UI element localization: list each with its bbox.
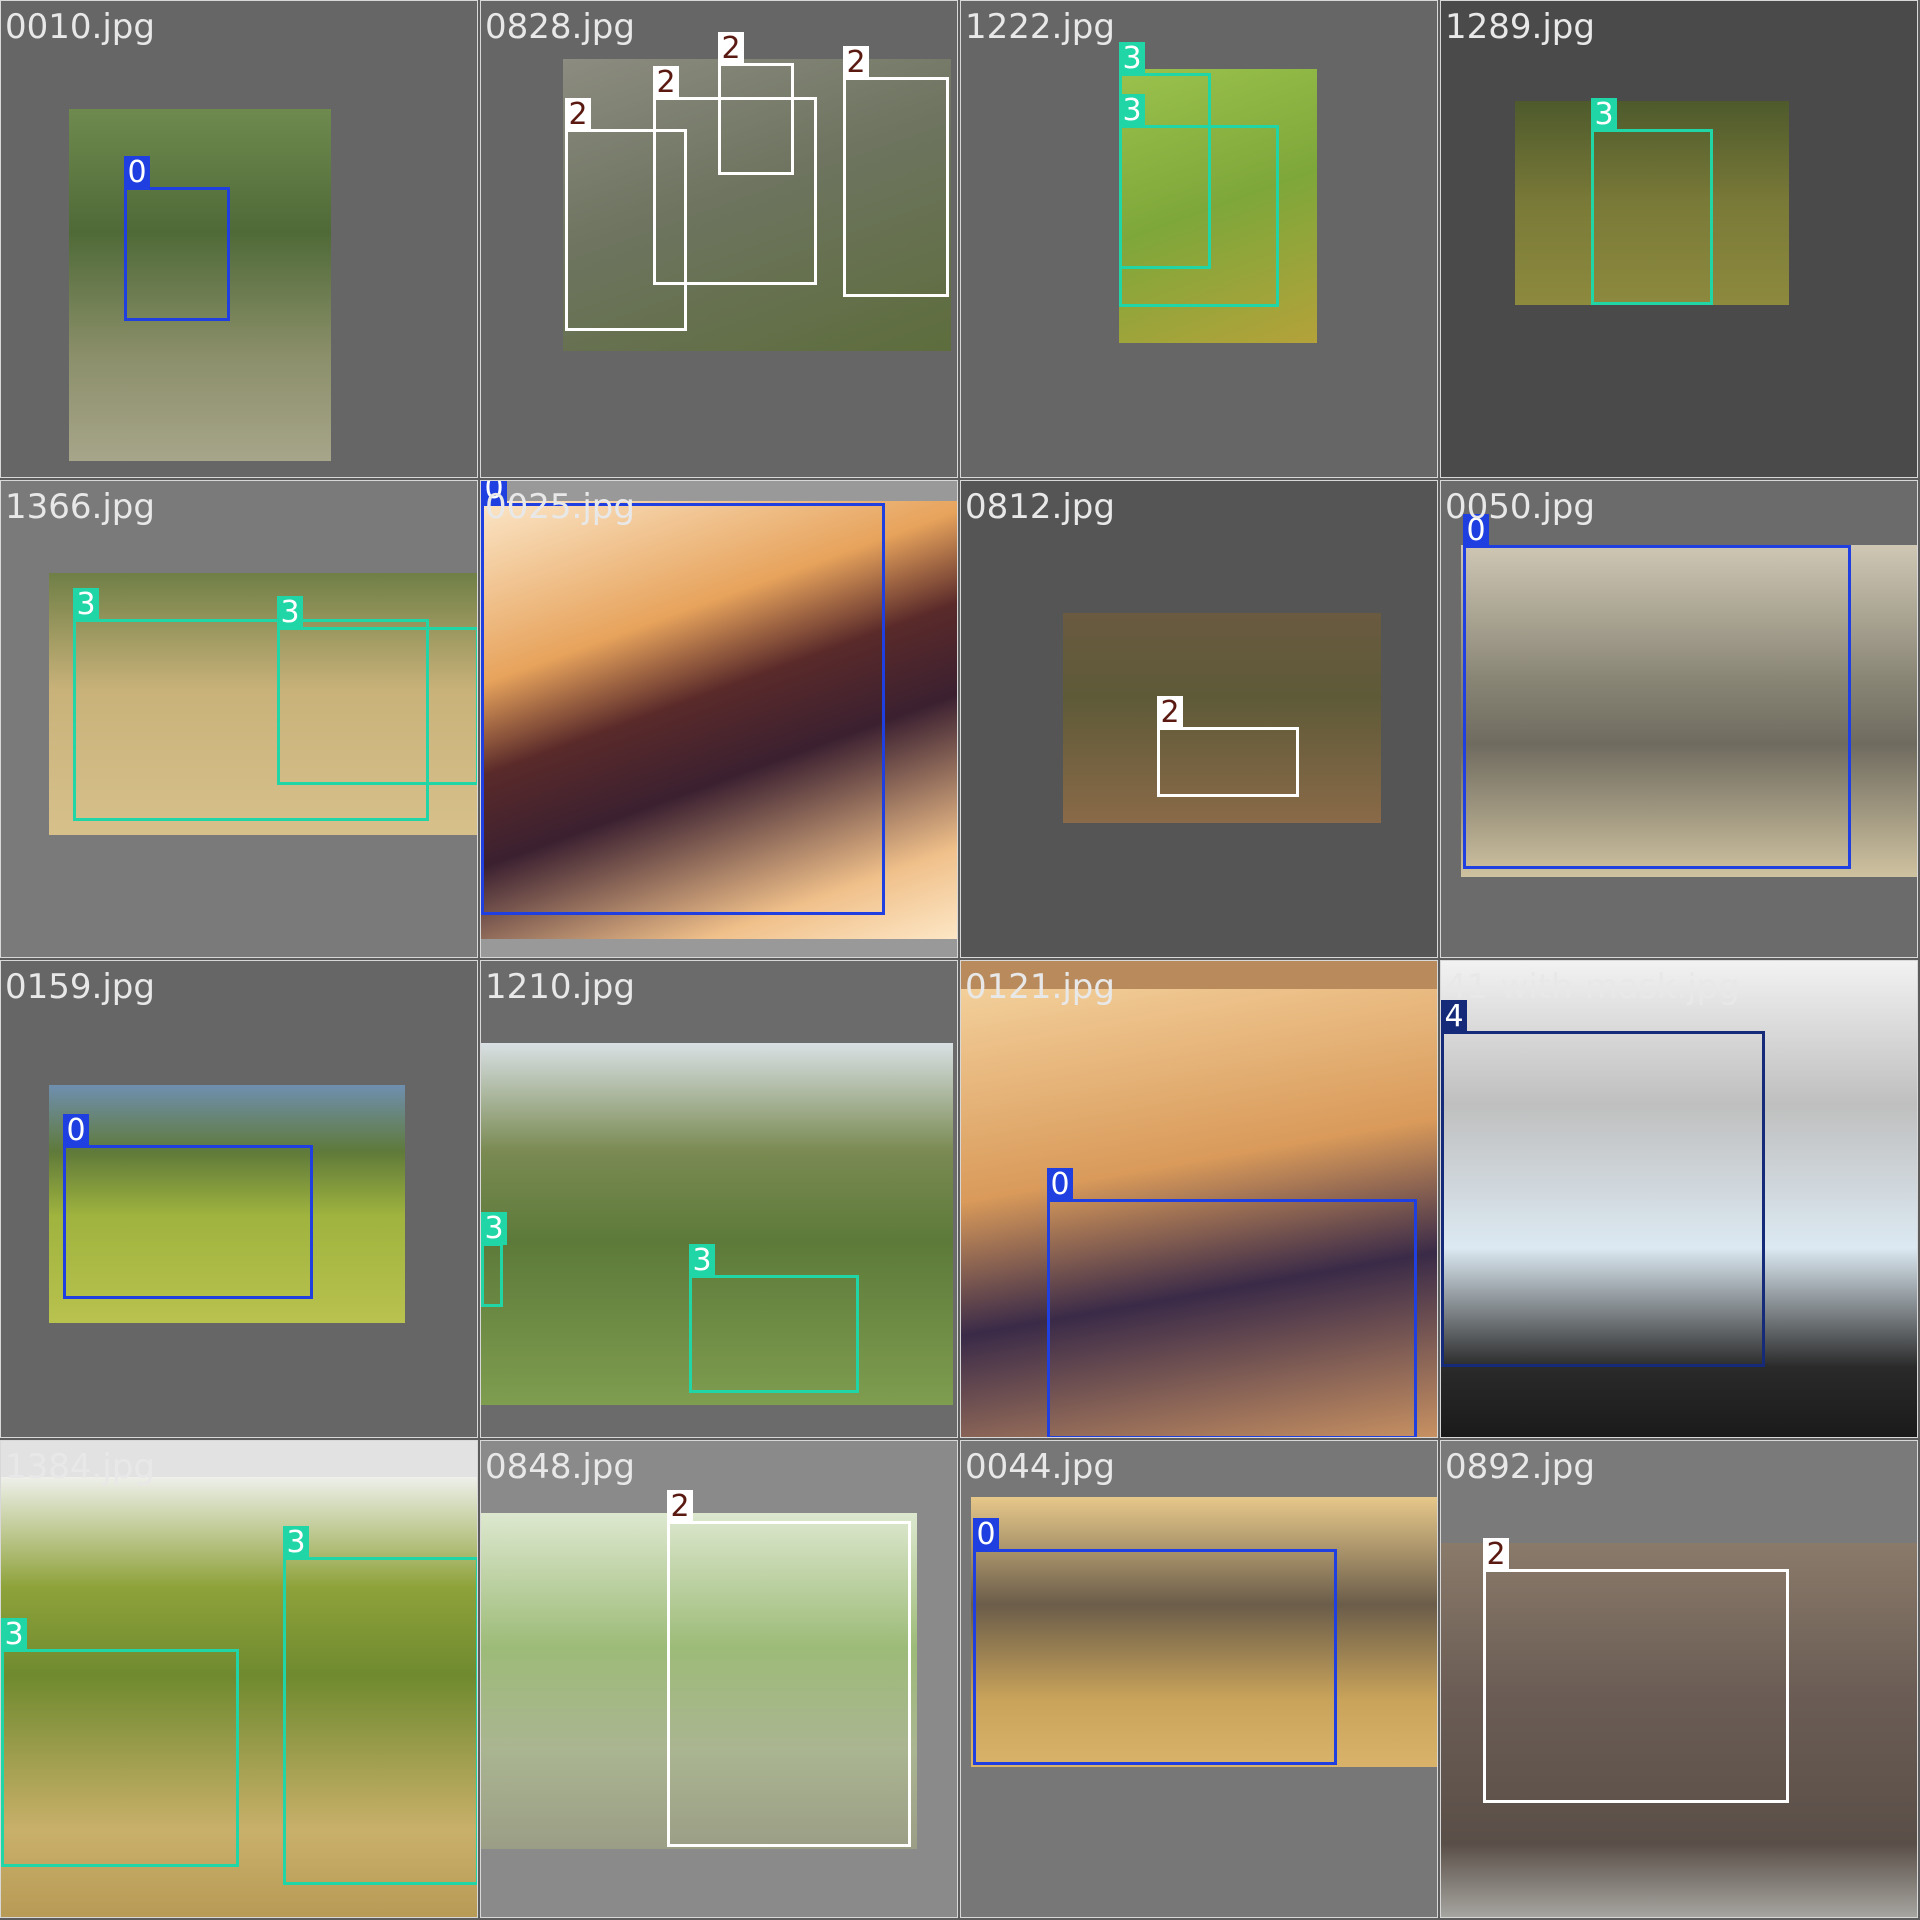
class-label-badge: 0 <box>973 1518 999 1551</box>
filename-label: 1384.jpg <box>5 1447 155 1487</box>
photo-thumbnail <box>481 1513 917 1849</box>
bounding-box[interactable]: 3 <box>1119 94 1279 307</box>
class-label-badge: 2 <box>843 46 869 79</box>
bounding-box[interactable]: 0 <box>63 1114 313 1299</box>
bounding-box[interactable]: 3 <box>481 1212 507 1307</box>
photo-thumbnail <box>49 1085 405 1323</box>
image-tile[interactable]: 0044.jpg 0 <box>960 1440 1438 1918</box>
image-tile[interactable]: 1210.jpg 3 3 <box>480 960 958 1438</box>
photo-thumbnail <box>1515 101 1789 305</box>
bounding-box[interactable]: 2 <box>565 98 687 331</box>
image-tile[interactable]: 0050.jpg 0 <box>1440 480 1918 958</box>
class-label-badge: 2 <box>667 1490 693 1523</box>
class-label-badge: 2 <box>653 66 679 99</box>
bounding-box[interactable]: 2 <box>1483 1538 1789 1803</box>
class-label-badge: 0 <box>1463 514 1489 547</box>
filename-label: 1289.jpg <box>1445 7 1595 47</box>
image-tile[interactable]: 1384.jpg 3 3 <box>0 1440 478 1918</box>
image-tile[interactable]: 0121.jpg 0 <box>960 960 1438 1438</box>
class-label-badge: 3 <box>277 596 303 629</box>
photo-thumbnail <box>1441 961 1917 1437</box>
bounding-box[interactable]: 2 <box>667 1490 911 1847</box>
class-label-badge: 3 <box>1 1618 27 1651</box>
class-label-badge: 2 <box>565 98 591 131</box>
photo-thumbnail <box>1461 545 1917 877</box>
photo-thumbnail <box>1119 69 1317 343</box>
class-label-badge: 3 <box>73 588 99 621</box>
bounding-box[interactable]: 3 <box>1119 42 1211 269</box>
filename-label: 0848.jpg <box>485 1447 635 1487</box>
photo-thumbnail <box>971 1497 1437 1767</box>
image-tile[interactable]: 0828.jpg 2 2 2 2 <box>480 0 958 478</box>
class-label-badge: 3 <box>1119 94 1145 127</box>
bounding-box[interactable]: 3 <box>283 1526 477 1885</box>
class-label-badge: 2 <box>1157 696 1183 729</box>
bounding-box[interactable]: 2 <box>843 46 949 297</box>
bounding-box[interactable]: 0 <box>1047 1168 1417 1437</box>
bounding-box[interactable]: 3 <box>689 1244 859 1393</box>
photo-thumbnail <box>563 59 951 351</box>
class-label-badge: 4 <box>1441 1000 1467 1033</box>
filename-label: 0812.jpg <box>965 487 1115 527</box>
bounding-box[interactable]: 3 <box>277 596 477 785</box>
class-label-badge: 0 <box>481 481 507 505</box>
filename-label: 1222.jpg <box>965 7 1115 47</box>
filename-label: 1366.jpg <box>5 487 155 527</box>
filename-label: 0010.jpg <box>5 7 155 47</box>
bounding-box[interactable]: 0 <box>124 156 230 321</box>
filename-label: 0025.jpg <box>485 487 635 527</box>
filename-label: 1210.jpg <box>485 967 635 1007</box>
bounding-box[interactable]: 3 <box>73 588 429 821</box>
bounding-box[interactable]: 0 <box>481 481 885 915</box>
bounding-box[interactable]: 2 <box>653 66 817 285</box>
photo-thumbnail <box>49 573 477 835</box>
photo-thumbnail <box>961 989 1437 1437</box>
filename-label: 0828.jpg <box>485 7 635 47</box>
class-label-badge: 3 <box>1591 98 1617 131</box>
photo-thumbnail <box>1441 1543 1917 1917</box>
class-label-badge: 3 <box>689 1244 715 1277</box>
image-tile[interactable]: 0848.jpg 2 <box>480 1440 958 1918</box>
bounding-box[interactable]: 2 <box>1157 696 1299 797</box>
bounding-box[interactable]: 2 <box>718 32 794 175</box>
filename-label: 0050.jpg <box>1445 487 1595 527</box>
image-tile[interactable]: 1222.jpg 3 3 <box>960 0 1438 478</box>
image-tile[interactable]: 41-with-mask.jpg 4 <box>1440 960 1918 1438</box>
bounding-box[interactable]: 0 <box>973 1518 1337 1765</box>
image-tile[interactable]: 0892.jpg 2 <box>1440 1440 1918 1918</box>
bounding-box[interactable]: 0 <box>1463 514 1851 869</box>
bounding-box[interactable]: 3 <box>1591 98 1713 305</box>
bounding-box[interactable]: 4 <box>1441 1000 1765 1367</box>
image-tile[interactable]: 0159.jpg 0 <box>0 960 478 1438</box>
filename-label: 0159.jpg <box>5 967 155 1007</box>
image-tile[interactable]: 0025.jpg 0 <box>480 480 958 958</box>
class-label-badge: 3 <box>283 1526 309 1559</box>
class-label-badge: 3 <box>1119 42 1145 75</box>
filename-label: 0044.jpg <box>965 1447 1115 1487</box>
class-label-badge: 3 <box>481 1212 507 1245</box>
image-tile[interactable]: 1366.jpg 3 3 <box>0 480 478 958</box>
image-tile[interactable]: 0812.jpg 2 <box>960 480 1438 958</box>
class-label-badge: 0 <box>1047 1168 1073 1201</box>
bounding-box[interactable]: 3 <box>1 1618 239 1867</box>
class-label-badge: 0 <box>63 1114 89 1147</box>
photo-thumbnail <box>69 109 331 461</box>
photo-thumbnail <box>1 1477 477 1917</box>
class-label-badge: 2 <box>1483 1538 1509 1571</box>
image-tile[interactable]: 1289.jpg 3 <box>1440 0 1918 478</box>
class-label-badge: 0 <box>124 156 150 189</box>
class-label-badge: 2 <box>718 32 744 65</box>
filename-label: 0121.jpg <box>965 967 1115 1007</box>
photo-thumbnail <box>481 501 957 939</box>
filename-label: 0892.jpg <box>1445 1447 1595 1487</box>
filename-label: 41-with-mask.jpg <box>1445 967 1740 1007</box>
photo-thumbnail <box>481 1043 953 1405</box>
photo-thumbnail <box>1063 613 1381 823</box>
image-tile[interactable]: 0010.jpg 0 <box>0 0 478 478</box>
